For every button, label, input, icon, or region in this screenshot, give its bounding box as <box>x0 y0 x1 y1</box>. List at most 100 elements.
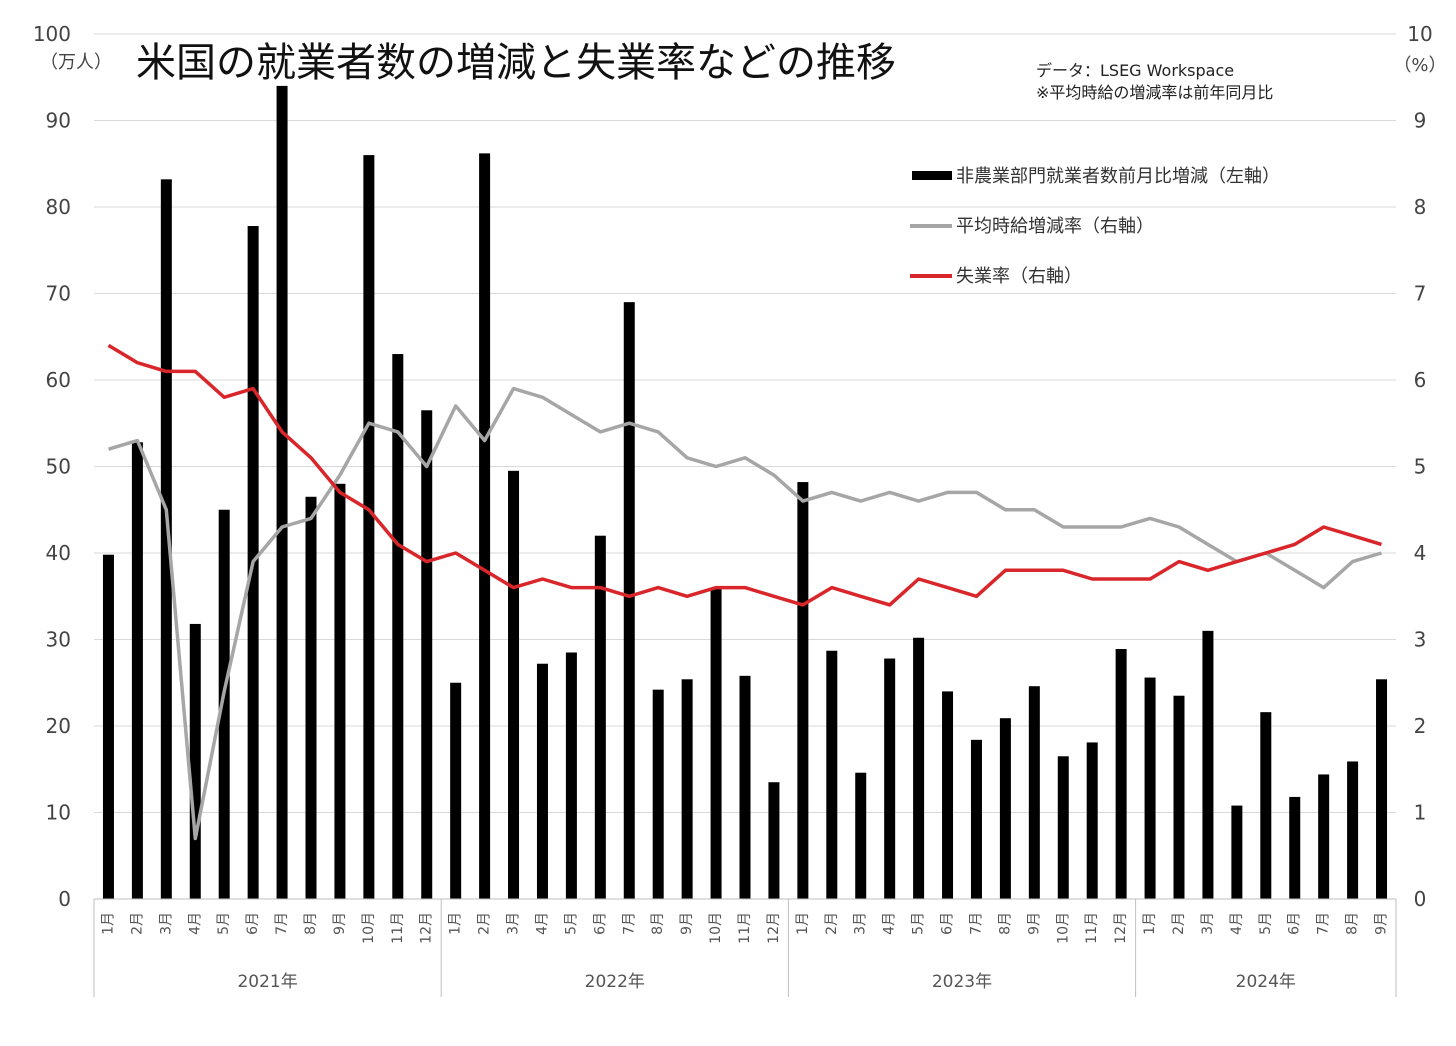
month-label: 8月 <box>997 912 1013 935</box>
left-tick-label: 40 <box>46 541 71 565</box>
left-axis-unit: （万人） <box>40 52 112 73</box>
bar <box>1347 761 1359 899</box>
month-label: 7月 <box>968 912 984 935</box>
left-tick-label: 60 <box>46 368 71 392</box>
month-label: 9月 <box>1374 912 1390 935</box>
bar <box>826 650 838 899</box>
bar <box>1231 805 1243 899</box>
left-tick-label: 90 <box>46 109 71 133</box>
month-label: 9月 <box>679 912 695 935</box>
bar <box>131 442 143 899</box>
right-tick-label: 9 <box>1414 109 1427 133</box>
month-label: 6月 <box>940 912 956 935</box>
bar <box>1115 649 1127 899</box>
bar <box>363 155 375 900</box>
bar <box>1318 774 1330 899</box>
bar <box>392 354 404 899</box>
month-label: 12月 <box>1113 912 1129 944</box>
month-label: 4月 <box>1229 912 1245 935</box>
month-label: 11月 <box>390 912 406 944</box>
right-tick-label: 6 <box>1414 368 1427 392</box>
right-tick-label: 1 <box>1414 801 1427 825</box>
month-label: 4月 <box>882 912 898 935</box>
month-label: 5月 <box>1258 912 1274 935</box>
month-label: 11月 <box>1084 912 1100 944</box>
month-label: 3月 <box>506 912 522 935</box>
wage-growth-line <box>107 386 1382 841</box>
right-tick-label: 5 <box>1414 455 1427 479</box>
right-tick-label: 10 <box>1407 22 1432 46</box>
line-series <box>107 343 1383 841</box>
bar <box>739 675 751 899</box>
bar <box>450 682 462 899</box>
year-label: 2023年 <box>932 972 992 992</box>
month-label: 2月 <box>129 912 145 935</box>
bar <box>1028 686 1040 899</box>
right-tick-label: 0 <box>1414 887 1427 911</box>
month-label: 7月 <box>274 912 290 935</box>
left-tick-label: 70 <box>46 282 71 306</box>
month-label: 2月 <box>1171 912 1187 935</box>
month-label: 9月 <box>1026 912 1042 935</box>
bar <box>508 470 520 899</box>
unemployment-line <box>107 343 1383 607</box>
bar <box>218 509 230 899</box>
month-label: 9月 <box>332 912 348 935</box>
month-label: 4月 <box>534 912 550 935</box>
bar <box>536 663 548 899</box>
chart-title: 米国の就業者数の増減と失業率などの推移 <box>136 40 896 86</box>
bar <box>942 691 954 899</box>
month-label: 1月 <box>795 912 811 935</box>
bar <box>1173 695 1185 899</box>
month-label: 10月 <box>1055 912 1071 944</box>
source-note: データ：LSEG Workspace <box>1036 61 1234 80</box>
legend: 非農業部門就業者数前月比増減（左軸） 平均時給増減率（右軸） 失業率（右軸） <box>910 166 1280 287</box>
footnote: ※平均時給の増減率は前年同月比 <box>1036 83 1273 102</box>
bar <box>768 782 780 899</box>
month-label: 2月 <box>477 912 493 935</box>
bar <box>1202 630 1214 899</box>
month-label: 4月 <box>187 912 203 935</box>
right-tick-label: 7 <box>1414 282 1427 306</box>
bar <box>305 496 317 899</box>
bar <box>884 658 896 899</box>
month-label: 7月 <box>1316 912 1332 935</box>
bar <box>1289 796 1301 899</box>
legend-label-unemployment: 失業率（右軸） <box>956 266 1082 287</box>
month-label: 6月 <box>592 912 608 935</box>
right-axis-unit: （%） <box>1393 55 1446 76</box>
bar <box>1260 712 1272 899</box>
bar <box>1086 742 1098 899</box>
left-tick-label: 10 <box>46 801 71 825</box>
left-tick-label: 100 <box>33 22 71 46</box>
bar <box>1057 756 1069 899</box>
month-label: 11月 <box>737 912 753 944</box>
bar <box>334 483 346 899</box>
bar <box>1376 679 1388 899</box>
bar <box>189 623 201 899</box>
month-label: 3月 <box>158 912 174 935</box>
year-label: 2022年 <box>585 972 645 992</box>
right-tick-label: 3 <box>1414 628 1427 652</box>
right-tick-label: 8 <box>1414 195 1427 219</box>
month-label: 6月 <box>245 912 261 935</box>
legend-label-employment: 非農業部門就業者数前月比増減（左軸） <box>956 166 1280 187</box>
left-tick-label: 0 <box>58 887 71 911</box>
month-label: 8月 <box>303 912 319 935</box>
bar <box>970 739 982 899</box>
left-tick-label: 20 <box>46 714 71 738</box>
bar <box>565 652 577 899</box>
bar <box>421 410 433 899</box>
legend-swatch-employment <box>912 171 952 180</box>
bar <box>652 689 664 899</box>
bar <box>1144 677 1156 899</box>
bar <box>276 85 288 899</box>
year-label: 2024年 <box>1236 972 1296 992</box>
month-label: 5月 <box>563 912 579 935</box>
month-label: 3月 <box>853 912 869 935</box>
month-label: 3月 <box>1200 912 1216 935</box>
month-label: 7月 <box>621 912 637 935</box>
legend-label-wage: 平均時給増減率（右軸） <box>956 216 1154 237</box>
